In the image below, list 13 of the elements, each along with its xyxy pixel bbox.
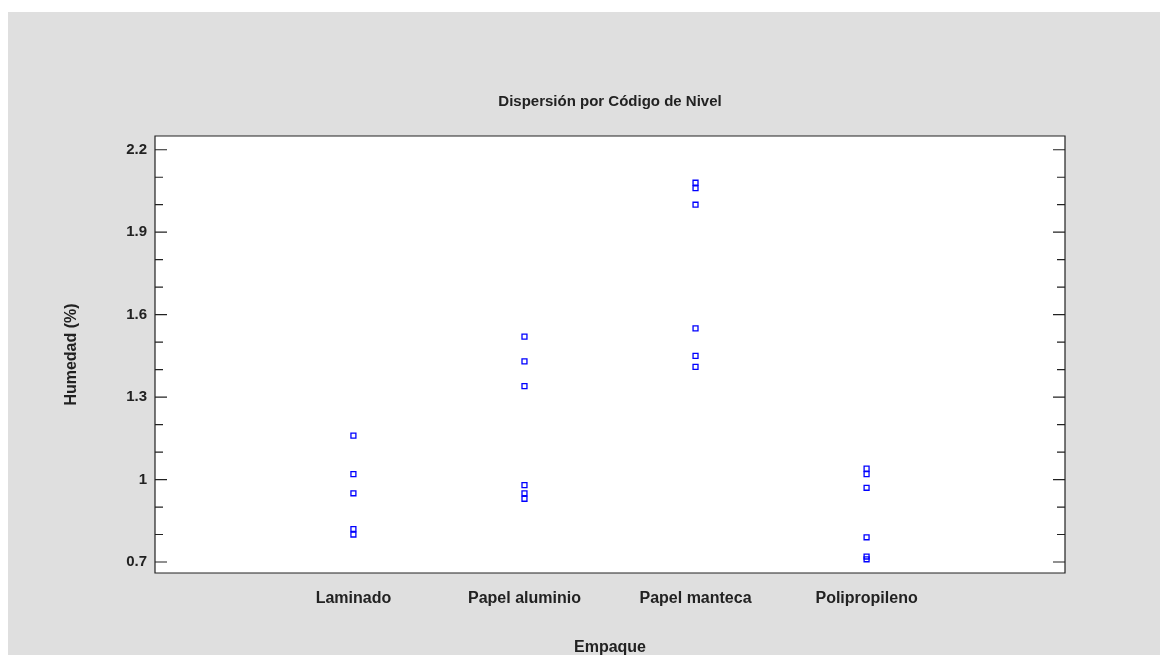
y-tick-label: 1.3 [126,387,147,405]
y-tick-label: 1.6 [126,304,147,322]
y-tick-label: 2.2 [126,139,147,157]
y-tick-label: 1.9 [126,222,147,240]
x-tick-label: Papel aluminio [468,589,582,607]
chart-title: Dispersión por Código de Nivel [498,92,722,110]
x-tick-label: Laminado [315,589,392,607]
y-tick-label: 1 [138,469,147,487]
y-tick-label: 0.7 [126,552,147,570]
y-axis-title: Humedad (%) [62,303,80,406]
x-tick-label: Polipropileno [815,589,918,607]
x-tick-label: Papel manteca [639,589,752,607]
x-axis-title: Empaque [573,637,647,655]
